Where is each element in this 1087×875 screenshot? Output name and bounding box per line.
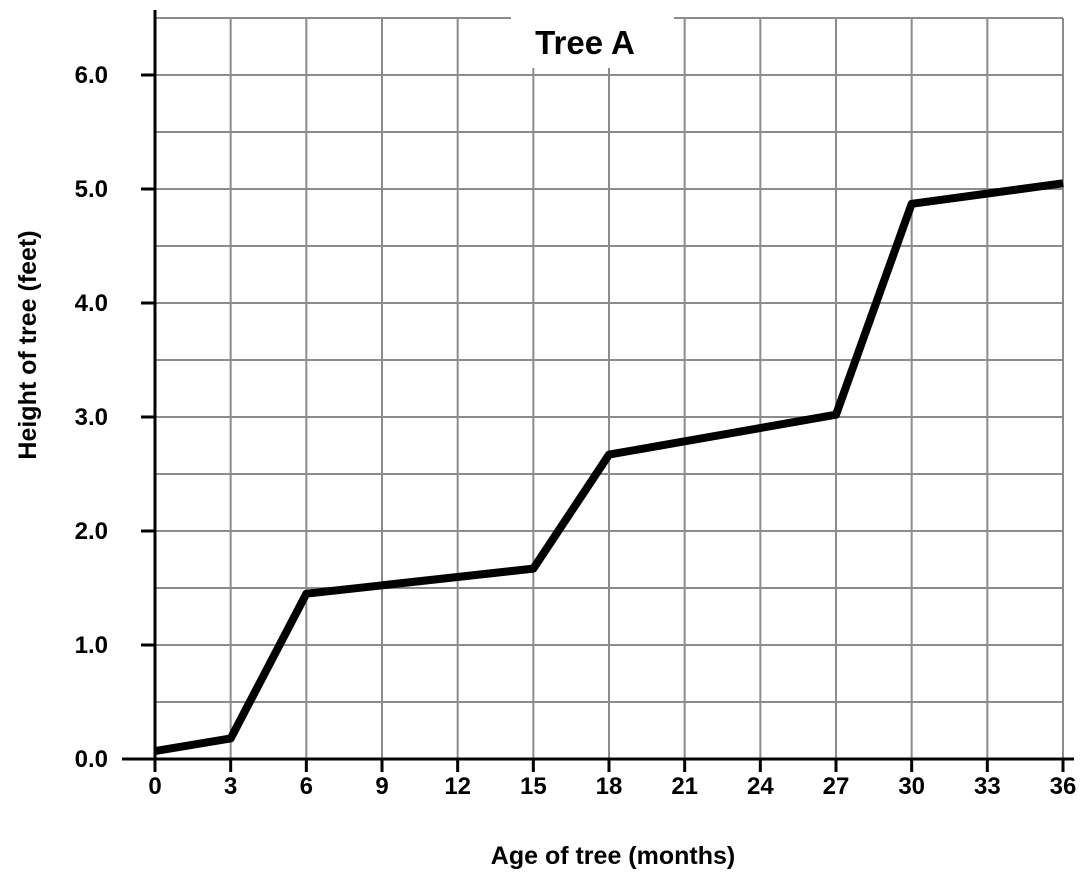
tick-labels: 0 3 6 9 12 15 18 21 24 27 30 33 360.01.02.03.04.05.0… bbox=[75, 62, 1077, 800]
x-tick-label: 3 bbox=[224, 773, 237, 800]
series-line bbox=[154, 179, 1064, 755]
x-tick-label: 21 bbox=[671, 773, 698, 800]
x-axis-label: Age of tree (months) bbox=[491, 842, 735, 870]
x-tick-label: 9 bbox=[375, 773, 388, 800]
y-tick-label: 5.0 bbox=[75, 176, 108, 203]
x-tick-label: 27 bbox=[823, 773, 850, 800]
x-tick-label: 6 bbox=[300, 773, 313, 800]
series-layer bbox=[154, 179, 1064, 755]
y-tick-label: 0.0 bbox=[75, 746, 108, 773]
x-tick-label: 33 bbox=[974, 773, 1001, 800]
y-tick-label: 2.0 bbox=[75, 518, 108, 545]
y-tick-label: 1.0 bbox=[75, 632, 108, 659]
x-tick-label: 24 bbox=[747, 773, 774, 800]
y-tick-label: 3.0 bbox=[75, 404, 108, 431]
title-background bbox=[511, 16, 674, 68]
x-tick-label: 36 bbox=[1050, 773, 1077, 800]
x-tick-label: 30 bbox=[898, 773, 925, 800]
x-tick-label: 12 bbox=[444, 773, 471, 800]
chart-title: Tree A bbox=[535, 24, 635, 61]
x-tick-label: 15 bbox=[520, 773, 547, 800]
y-axis-label: Height of tree (feet) bbox=[14, 230, 42, 459]
x-tick-label: 18 bbox=[596, 773, 623, 800]
grid bbox=[155, 17, 1064, 759]
y-tick-label: 6.0 bbox=[75, 62, 108, 89]
y-tick-label: 4.0 bbox=[75, 290, 108, 317]
axes bbox=[122, 10, 1074, 768]
x-tick-label: 0 bbox=[148, 773, 161, 800]
